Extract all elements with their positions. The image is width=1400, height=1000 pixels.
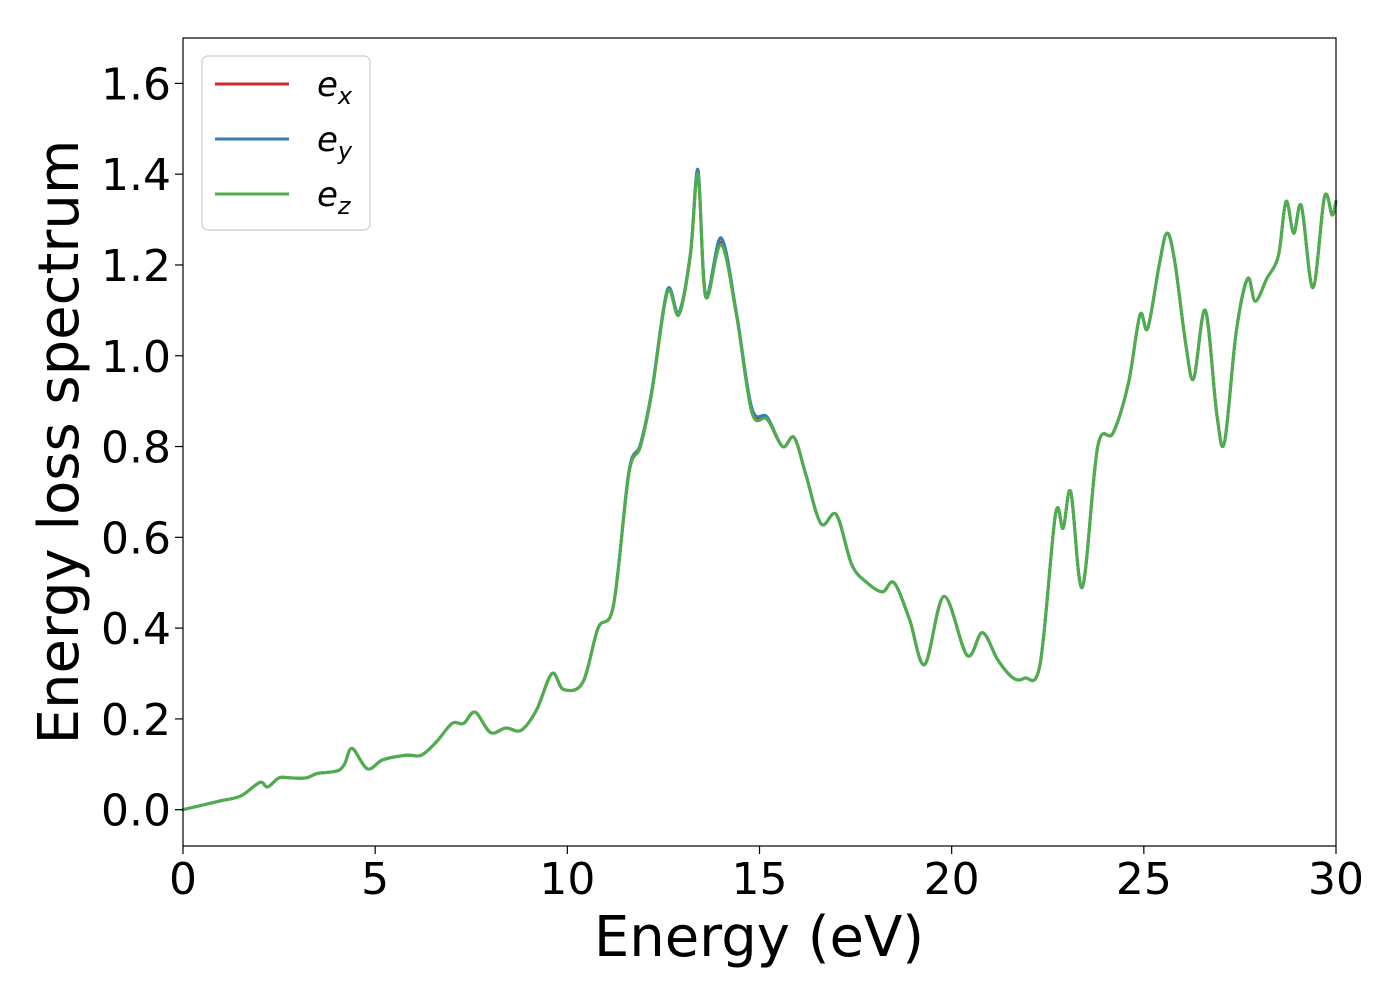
x-tick-label: 20 — [924, 854, 980, 905]
legend-entry-y: ey — [317, 120, 353, 165]
y-tick-label: 1.0 — [101, 332, 171, 383]
y-tick-label: 1.6 — [101, 59, 171, 110]
x-axis-label: Energy (eV) — [594, 905, 924, 970]
x-tick-label: 0 — [169, 854, 197, 905]
y-tick-label: 0.6 — [101, 513, 171, 564]
legend-box — [201, 55, 371, 231]
x-tick-label: 15 — [732, 854, 788, 905]
series-line-z — [181, 172, 1338, 812]
y-axis-ticks: 0.0 0.2 0.4 0.6 0.8 1.0 1.2 1.4 1.6 — [101, 59, 183, 837]
y-tick-label: 1.2 — [101, 241, 171, 292]
y-tick-label: 1.4 — [101, 150, 171, 201]
y-tick-label: 0.2 — [101, 695, 171, 746]
y-tick-label: 0.8 — [101, 423, 171, 474]
x-axis-ticks: 0 5 10 15 20 25 30 — [169, 846, 1364, 905]
x-tick-label: 5 — [361, 854, 389, 905]
legend-entry-z: ez — [317, 175, 352, 220]
legend: ex ey ez — [201, 55, 371, 231]
x-tick-label: 10 — [539, 854, 595, 905]
x-tick-label: 30 — [1308, 854, 1364, 905]
y-tick-label: 0.0 — [101, 786, 171, 837]
plot-lines — [181, 168, 1338, 812]
legend-entry-x: ex — [317, 65, 353, 110]
y-axis-label: Energy loss spectrum — [27, 140, 92, 745]
x-tick-label: 25 — [1116, 854, 1172, 905]
y-tick-label: 0.4 — [101, 604, 171, 655]
